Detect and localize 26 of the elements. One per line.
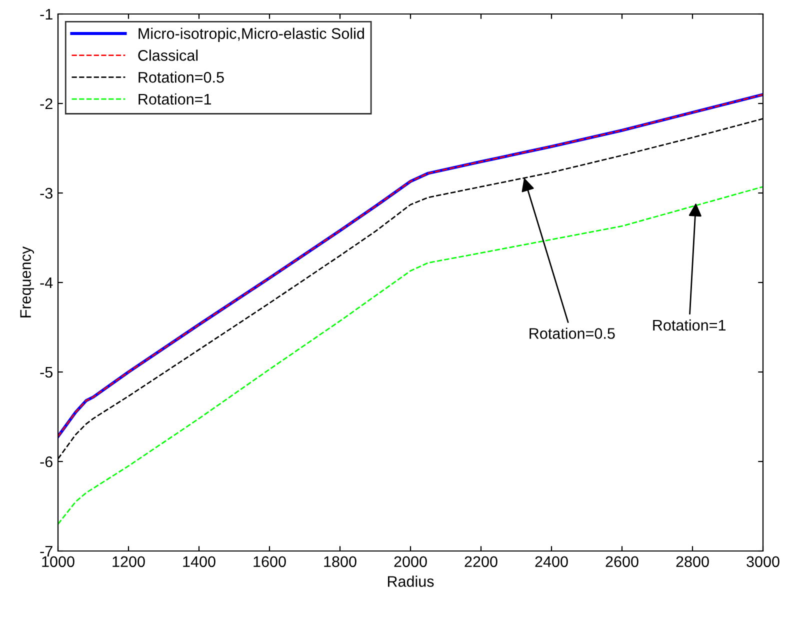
legend-label: Classical — [138, 50, 198, 61]
y-tick-label: -3 — [40, 188, 52, 199]
x-tick-label: 1400 — [183, 556, 216, 568]
x-tick-label: 2800 — [676, 556, 709, 568]
legend-label: Rotation=0.5 — [138, 72, 224, 83]
x-tick-label: 2000 — [394, 556, 427, 568]
y-tick-label: -1 — [40, 9, 52, 20]
x-tick-label: 1600 — [254, 556, 286, 568]
x-tick-label: 1800 — [324, 556, 356, 568]
y-tick-label: -4 — [40, 278, 53, 288]
legend-label: Rotation=1 — [138, 93, 212, 105]
x-tick-label: 2600 — [606, 556, 638, 568]
x-tick-label: 2200 — [464, 556, 498, 568]
x-axis-title: Radius — [388, 576, 434, 587]
y-tick-label: -6 — [40, 456, 52, 468]
x-tick-label: 2400 — [535, 556, 568, 568]
legend-label: Micro-isotropic,Micro-elastic Solid — [138, 28, 364, 42]
y-tick-label: -7 — [40, 546, 52, 557]
y-tick-label: -5 — [40, 367, 52, 378]
x-tick-label: 3000 — [746, 556, 780, 568]
y-tick-label: -2 — [40, 98, 52, 110]
x-tick-label: 1000 — [42, 556, 74, 568]
annotation: Rotation=1 — [653, 319, 726, 331]
y-axis-title: Frequency — [20, 246, 34, 318]
annotation: Rotation=0.5 — [530, 328, 615, 339]
x-tick-label: 1200 — [112, 556, 145, 568]
